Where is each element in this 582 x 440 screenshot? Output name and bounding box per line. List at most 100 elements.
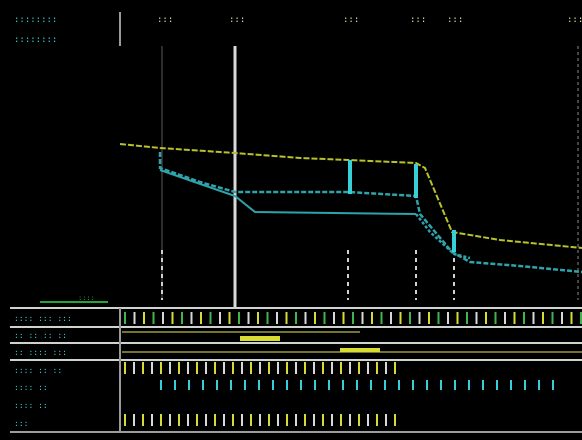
row-1-tick xyxy=(276,312,278,324)
row-1-tick xyxy=(162,312,164,324)
table-row-label: :::: :: xyxy=(14,401,48,410)
row-1-tick xyxy=(342,312,345,324)
row-5-tick xyxy=(510,380,512,390)
row-5-tick xyxy=(468,380,470,390)
row-7-tick xyxy=(223,414,225,426)
row-5-tick xyxy=(314,380,316,390)
row-5-tick xyxy=(440,380,442,390)
scale-bar-label: :::: xyxy=(78,294,95,302)
row-1-tick xyxy=(523,312,525,324)
row-1-tick xyxy=(333,312,335,324)
ground-line-lower xyxy=(159,169,417,215)
structure-post xyxy=(414,164,418,198)
station-lines xyxy=(161,46,579,308)
row-5-tick xyxy=(398,380,400,390)
row-5-tick xyxy=(412,380,414,390)
row-7-tick xyxy=(205,414,207,426)
row-1-tick xyxy=(181,312,183,324)
row-4-tick xyxy=(232,362,234,374)
structure-post xyxy=(348,160,352,194)
row-1-tick xyxy=(380,312,383,324)
row-4-tick xyxy=(358,362,360,374)
table-row-label: :: :::: ::: xyxy=(14,348,67,357)
row-5-tick xyxy=(244,380,246,390)
row-5-tick xyxy=(258,380,260,390)
row-1-tick xyxy=(371,312,373,324)
row-4-tick xyxy=(268,362,270,374)
drawing-title-line-1: :::::::: xyxy=(14,15,57,25)
row-5-tick xyxy=(552,380,554,390)
row-7-tick xyxy=(250,414,252,426)
row-5-tick xyxy=(538,380,540,390)
row-5-tick xyxy=(174,380,176,390)
row-7-tick xyxy=(259,414,261,426)
row-7-tick xyxy=(304,414,306,426)
station-mark: ::: xyxy=(157,15,173,25)
row-1-tick xyxy=(171,312,174,324)
row-5-tick xyxy=(286,380,288,390)
row-4-tick xyxy=(340,362,342,374)
row-4-tick xyxy=(124,362,126,374)
row-band-block xyxy=(340,348,380,352)
row-7-ticks xyxy=(124,414,396,426)
row-4-tick xyxy=(241,362,243,374)
table-row-label: :::: :: xyxy=(14,383,48,392)
row-1-tick xyxy=(551,312,554,324)
row-7-tick xyxy=(340,414,342,426)
row-4-tick xyxy=(394,362,396,374)
row-7-tick xyxy=(394,414,396,426)
row-5-tick xyxy=(356,380,358,390)
row-1-tick xyxy=(228,312,231,324)
row-5-tick xyxy=(272,380,274,390)
row-1-tick xyxy=(285,312,288,324)
row-1-tick xyxy=(532,312,535,324)
row-4-tick xyxy=(277,362,279,374)
row-7-tick xyxy=(241,414,243,426)
row-4-tick xyxy=(151,362,153,374)
scale-bar: :::: xyxy=(40,294,108,303)
row-5-tick xyxy=(524,380,526,390)
row-4-ticks xyxy=(124,362,396,374)
row-1-tick xyxy=(352,312,354,324)
row-5-tick xyxy=(230,380,232,390)
table-row-label: :: :: :: :: xyxy=(14,331,67,340)
row-5-tick xyxy=(328,380,330,390)
row-1-tick xyxy=(190,312,193,324)
row-4-tick xyxy=(376,362,378,374)
row-7-tick xyxy=(214,414,216,426)
row-7-tick xyxy=(232,414,234,426)
row-7-tick xyxy=(196,414,198,426)
row-7-tick xyxy=(124,414,126,426)
row-5-tick xyxy=(216,380,218,390)
header-block: :::::::: :::::::: ::: ::: ::: ::: ::: ::… xyxy=(14,12,582,46)
table-row-label: :::: ::: ::: xyxy=(14,314,72,323)
row-1-tick xyxy=(238,312,240,324)
row-7-tick xyxy=(160,414,162,426)
row-5-tick xyxy=(342,380,344,390)
row-7-tick xyxy=(151,414,153,426)
row-5-tick xyxy=(496,380,498,390)
row-1-tick xyxy=(504,312,506,324)
row-4-tick xyxy=(385,362,387,374)
row-4-tick xyxy=(169,362,171,374)
row-1-tick xyxy=(295,312,297,324)
row-5-tick xyxy=(300,380,302,390)
row-1-tick xyxy=(475,312,478,324)
row-1-ticks xyxy=(124,312,582,324)
row-1-tick xyxy=(257,312,259,324)
row-4-tick xyxy=(205,362,207,374)
row-4-tick xyxy=(142,362,144,374)
row-5-tick xyxy=(188,380,190,390)
row-7-tick xyxy=(376,414,378,426)
row-1-tick xyxy=(409,312,411,324)
row-1-tick xyxy=(323,312,326,324)
row-1-tick xyxy=(466,312,468,324)
structure-post xyxy=(452,230,456,252)
row-1-tick xyxy=(314,312,316,324)
row-7-tick xyxy=(133,414,135,426)
row-1-tick xyxy=(361,312,364,324)
row-1-tick xyxy=(390,312,392,324)
row-7-tick xyxy=(286,414,288,426)
row-1-tick xyxy=(143,312,145,324)
row-5-ticks xyxy=(160,380,554,390)
